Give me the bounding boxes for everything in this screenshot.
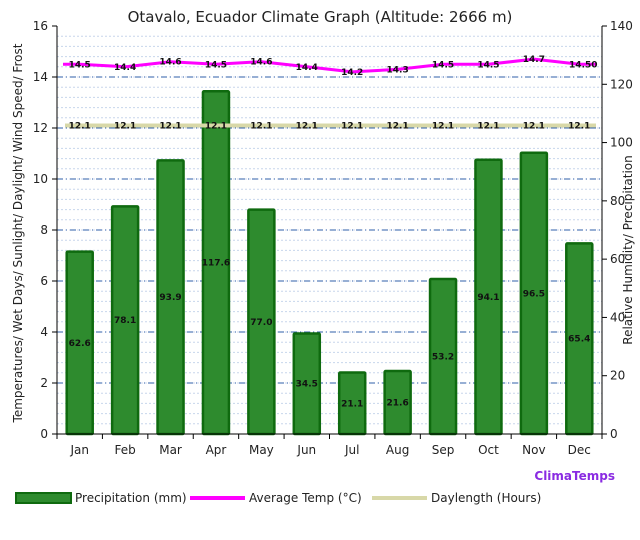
grid [57,35,602,425]
precipitation-value-label: 93.9 [159,293,181,303]
y-right-tick-label: 100 [610,136,633,150]
x-tick-label: May [249,443,274,457]
chart-title: Otavalo, Ecuador Climate Graph (Altitude… [128,8,513,26]
precipitation-value-label: 78.1 [114,316,136,326]
axes: 0 2 4 6 8 10 12 14 16 0 20 40 60 80 100 120 140 Jan Feb Mar… [33,19,633,457]
avg-temp-value-label: 14.50 [569,60,597,70]
y-right-tick-label: 0 [610,427,618,441]
legend-item: Daylength (Hours) [372,491,541,505]
avg-temp-value-label: 14.6 [159,58,181,68]
y-right-tick-label: 80 [610,194,625,208]
x-tick-label: Apr [206,443,227,457]
precipitation-value-label: 34.5 [296,380,318,390]
daylength-value-label: 12.1 [205,121,227,131]
avg-temp-value-label: 14.7 [523,55,545,65]
legend-item: Precipitation (mm) [15,491,187,505]
avg-temp-value-label: 14.5 [477,60,499,70]
avg-temp-value-label: 14.4 [296,63,318,73]
x-tick-label: Jul [344,443,359,457]
precipitation-value-label: 21.1 [341,399,363,409]
avg-temp-value-label: 14.5 [69,60,91,70]
daylength-value-label: 12.1 [477,121,499,131]
x-tick-label: Feb [115,443,136,457]
y-right-tick-label: 40 [610,310,625,324]
y-left-tick-label: 4 [40,325,48,339]
x-tick-label: Jun [296,443,316,457]
y-left-tick-label: 14 [33,70,48,84]
daylength-value-label: 12.1 [432,121,454,131]
legend-label: Precipitation (mm) [75,491,187,505]
daylength-value-label: 12.1 [296,121,318,131]
x-tick-label: Oct [478,443,499,457]
precipitation-value-label: 94.1 [477,293,499,303]
avg-temp-value-label: 14.2 [341,68,363,78]
y-left-tick-label: 10 [33,172,48,186]
y-axis-left-label: Temperatures/ Wet Days/ Sunlight/ Daylig… [11,43,25,423]
x-tick-label: Sep [432,443,455,457]
daylength-value-label: 12.1 [250,121,272,131]
precipitation-value-label: 96.5 [523,289,545,299]
precipitation-value-label: 21.6 [387,399,409,409]
brand-label: ClimaTemps [534,469,615,483]
x-tick-label: Dec [568,443,591,457]
avg-temp-value-label: 14.5 [432,60,454,70]
x-tick-label: Mar [159,443,182,457]
daylength-value-label: 12.1 [523,121,545,131]
avg-temp-line [63,57,596,74]
y-left-tick-label: 8 [40,223,48,237]
y-right-tick-label: 140 [610,19,633,33]
precipitation-value-label: 77.0 [250,318,272,328]
daylength-value-label: 12.1 [69,121,91,131]
x-tick-label: Aug [386,443,409,457]
y-left-tick-label: 0 [40,427,48,441]
x-tick-label: Jan [69,443,89,457]
y-left-tick-label: 6 [40,274,48,288]
daylength-value-label: 12.1 [341,121,363,131]
y-left-tick-label: 16 [33,19,48,33]
daylength-value-label: 12.1 [387,121,409,131]
legend-swatch-precipitation [15,492,72,504]
line-series: 12.1 12.1 12.1 12.1 12.1 12.1 12.1 12.1 12.1 12.1… [63,55,598,131]
precipitation-bars: 62.6 78.1 93.9 117.6 77.0 34.5 21.1 21.6 53.2 94.… [65,90,594,436]
y-right-tick-label: 120 [610,77,633,91]
precipitation-value-label: 117.6 [202,259,230,269]
legend: Precipitation (mm) Average Temp (°C) Dayle… [15,491,541,505]
daylength-value-label: 12.1 [159,121,181,131]
daylength-value-label: 12.1 [114,121,136,131]
y-left-tick-label: 12 [33,121,48,135]
precipitation-value-label: 62.6 [69,339,91,349]
avg-temp-value-label: 14.4 [114,63,136,73]
x-tick-label: Nov [522,443,545,457]
avg-temp-value-label: 14.5 [205,60,227,70]
precipitation-value-label: 53.2 [432,352,454,362]
precipitation-value-label: 65.4 [568,335,590,345]
legend-label: Daylength (Hours) [431,491,541,505]
y-right-tick-label: 20 [610,369,625,383]
daylength-value-label: 12.1 [568,121,590,131]
y-left-tick-label: 2 [40,376,48,390]
avg-temp-value-label: 14.3 [387,65,409,75]
legend-item: Average Temp (°C) [190,491,362,505]
avg-temp-value-label: 14.6 [250,58,272,68]
y-axis-right-label: Relative Humidity/ Precipitation [621,155,635,344]
legend-label: Average Temp (°C) [249,491,362,505]
y-right-tick-label: 60 [610,252,625,266]
